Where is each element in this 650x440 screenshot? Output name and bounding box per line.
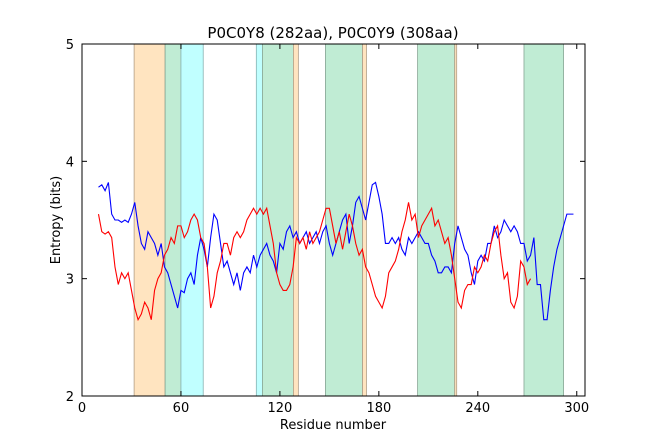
y-tick-label: 2: [66, 390, 74, 405]
x-tick-label: 180: [366, 401, 391, 416]
x-tick-label: 60: [173, 401, 190, 416]
y-axis-label: Entropy (bits): [49, 176, 64, 265]
series-line: [97, 202, 532, 322]
y-tick-label: 3: [66, 273, 74, 288]
x-tick-label: 240: [465, 401, 490, 416]
region: [133, 43, 166, 397]
region: [417, 43, 456, 397]
x-tick-label: 300: [564, 401, 589, 416]
region: [180, 43, 204, 397]
region: [454, 43, 458, 397]
y-tick-label: 5: [66, 38, 74, 53]
region: [255, 43, 263, 397]
region: [523, 43, 564, 397]
region: [293, 43, 299, 397]
x-tick-label: 120: [267, 401, 292, 416]
region: [164, 43, 182, 397]
chart-title: P0C0Y8 (282aa), P0C0Y9 (308aa): [207, 24, 458, 42]
x-tick-label: 0: [78, 401, 86, 416]
region: [262, 43, 294, 397]
x-axis-label: Residue number: [280, 418, 387, 433]
region: [325, 43, 363, 397]
y-tick-label: 4: [66, 155, 74, 170]
plot-frame: [81, 43, 586, 397]
